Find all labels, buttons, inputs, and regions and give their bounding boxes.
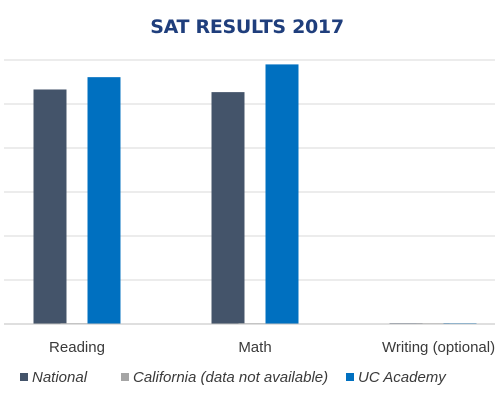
legend-label: National	[32, 369, 88, 386]
x-tick-labels: Reading Math Writing (optional)	[49, 339, 495, 356]
legend-item: UC Academy	[346, 369, 447, 386]
legend-swatch	[20, 373, 28, 381]
bar-uc-math	[265, 64, 299, 325]
legend-swatch	[121, 373, 129, 381]
bar-national-math	[211, 92, 245, 325]
x-tick-label: Reading	[49, 339, 105, 356]
bar-national-reading	[33, 89, 67, 324]
x-tick-label: Math	[238, 339, 271, 356]
x-tick-label: Writing (optional)	[382, 339, 495, 356]
legend-swatch	[346, 373, 354, 381]
legend-label: UC Academy	[358, 369, 447, 386]
gridlines	[4, 59, 495, 281]
bar-uc-reading	[87, 77, 121, 324]
legend-item: California (data not available)	[121, 369, 328, 386]
legend-item: National	[20, 369, 88, 386]
legend-label: California (data not available)	[133, 369, 328, 386]
chart-title: SAT RESULTS 2017	[150, 16, 344, 38]
legend: National California (data not available) U…	[20, 369, 447, 386]
bars	[33, 64, 477, 325]
